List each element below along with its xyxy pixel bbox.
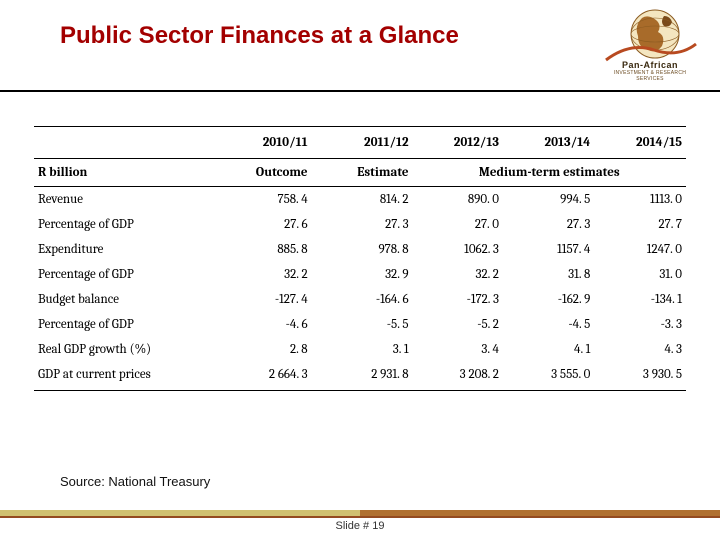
cell: 1157. 4	[503, 237, 594, 262]
row-label: Percentage of GDP	[34, 262, 210, 287]
row-label: GDP at current prices	[34, 362, 210, 391]
cell: -164. 6	[312, 287, 413, 312]
row-label: Expenditure	[34, 237, 210, 262]
table-row: Percentage of GDP27. 627. 327. 027. 327.…	[34, 212, 686, 237]
divider	[0, 90, 720, 92]
footer-underline	[0, 516, 720, 518]
logo-text: Pan-African	[600, 60, 700, 70]
cell: 1113. 0	[594, 187, 686, 213]
cell: 4. 3	[594, 337, 686, 362]
cell: -4. 5	[503, 312, 594, 337]
col-sub: Outcome	[210, 159, 312, 187]
cell: 1247. 0	[594, 237, 686, 262]
source-note: Source: National Treasury	[60, 474, 210, 489]
cell: 2. 8	[210, 337, 312, 362]
cell: -162. 9	[503, 287, 594, 312]
cell: 885. 8	[210, 237, 312, 262]
cell: 994. 5	[503, 187, 594, 213]
col-sub-span: Medium-term estimates	[413, 159, 686, 187]
cell: 32. 2	[210, 262, 312, 287]
col-year: 2012/13	[413, 127, 503, 159]
cell: 3 208. 2	[413, 362, 503, 391]
col-sub: Estimate	[312, 159, 413, 187]
col-year: 2010/11	[210, 127, 312, 159]
table-row: Expenditure885. 8978. 81062. 31157. 4124…	[34, 237, 686, 262]
table-row: Revenue758. 4814. 2890. 0994. 51113. 0	[34, 187, 686, 213]
cell: 27. 3	[503, 212, 594, 237]
cell: 27. 7	[594, 212, 686, 237]
cell: -3. 3	[594, 312, 686, 337]
slide: Public Sector Finances at a Glance Pan-A…	[0, 0, 720, 540]
table-row: Budget balance-127. 4-164. 6-172. 3-162.…	[34, 287, 686, 312]
cell: -134. 1	[594, 287, 686, 312]
cell: 4. 1	[503, 337, 594, 362]
table-row: GDP at current prices2 664. 32 931. 83 2…	[34, 362, 686, 391]
cell: -4. 6	[210, 312, 312, 337]
slide-number: Slide # 19	[0, 520, 720, 532]
cell: 814. 2	[312, 187, 413, 213]
row-label: Budget balance	[34, 287, 210, 312]
cell: 27. 6	[210, 212, 312, 237]
col-year: 2011/12	[312, 127, 413, 159]
cell: -5. 5	[312, 312, 413, 337]
cell: -127. 4	[210, 287, 312, 312]
col-blank	[34, 127, 210, 159]
cell: 27. 0	[413, 212, 503, 237]
cell: 3 555. 0	[503, 362, 594, 391]
cell: -172. 3	[413, 287, 503, 312]
row-unit: R billion	[34, 159, 210, 187]
cell: 31. 8	[503, 262, 594, 287]
cell: 3. 1	[312, 337, 413, 362]
table-row: Percentage of GDP-4. 6-5. 5-5. 2-4. 5-3.…	[34, 312, 686, 337]
cell: 31. 0	[594, 262, 686, 287]
table-header-sub: R billion Outcome Estimate Medium-term e…	[34, 159, 686, 187]
cell: 32. 2	[413, 262, 503, 287]
cell: 890. 0	[413, 187, 503, 213]
table-row: Percentage of GDP32. 232. 932. 231. 831.…	[34, 262, 686, 287]
cell: 1062. 3	[413, 237, 503, 262]
finance-table: 2010/11 2011/12 2012/13 2013/14 2014/15 …	[34, 126, 686, 391]
row-label: Percentage of GDP	[34, 212, 210, 237]
cell: -5. 2	[413, 312, 503, 337]
table-row: Real GDP growth (%)2. 83. 13. 44. 14. 3	[34, 337, 686, 362]
cell: 2 664. 3	[210, 362, 312, 391]
table-header-years: 2010/11 2011/12 2012/13 2013/14 2014/15	[34, 127, 686, 159]
row-label: Real GDP growth (%)	[34, 337, 210, 362]
cell: 978. 8	[312, 237, 413, 262]
row-label: Percentage of GDP	[34, 312, 210, 337]
logo-subtext: INVESTMENT & RESEARCH SERVICES	[600, 70, 700, 82]
footer-bar	[0, 510, 720, 516]
col-year: 2014/15	[594, 127, 686, 159]
col-year: 2013/14	[503, 127, 594, 159]
cell: 758. 4	[210, 187, 312, 213]
brand-logo: Pan-African INVESTMENT & RESEARCH SERVIC…	[600, 6, 700, 86]
cell: 2 931. 8	[312, 362, 413, 391]
cell: 3 930. 5	[594, 362, 686, 391]
cell: 27. 3	[312, 212, 413, 237]
row-label: Revenue	[34, 187, 210, 213]
cell: 3. 4	[413, 337, 503, 362]
globe-icon	[600, 6, 700, 62]
page-title: Public Sector Finances at a Glance	[60, 22, 459, 50]
cell: 32. 9	[312, 262, 413, 287]
